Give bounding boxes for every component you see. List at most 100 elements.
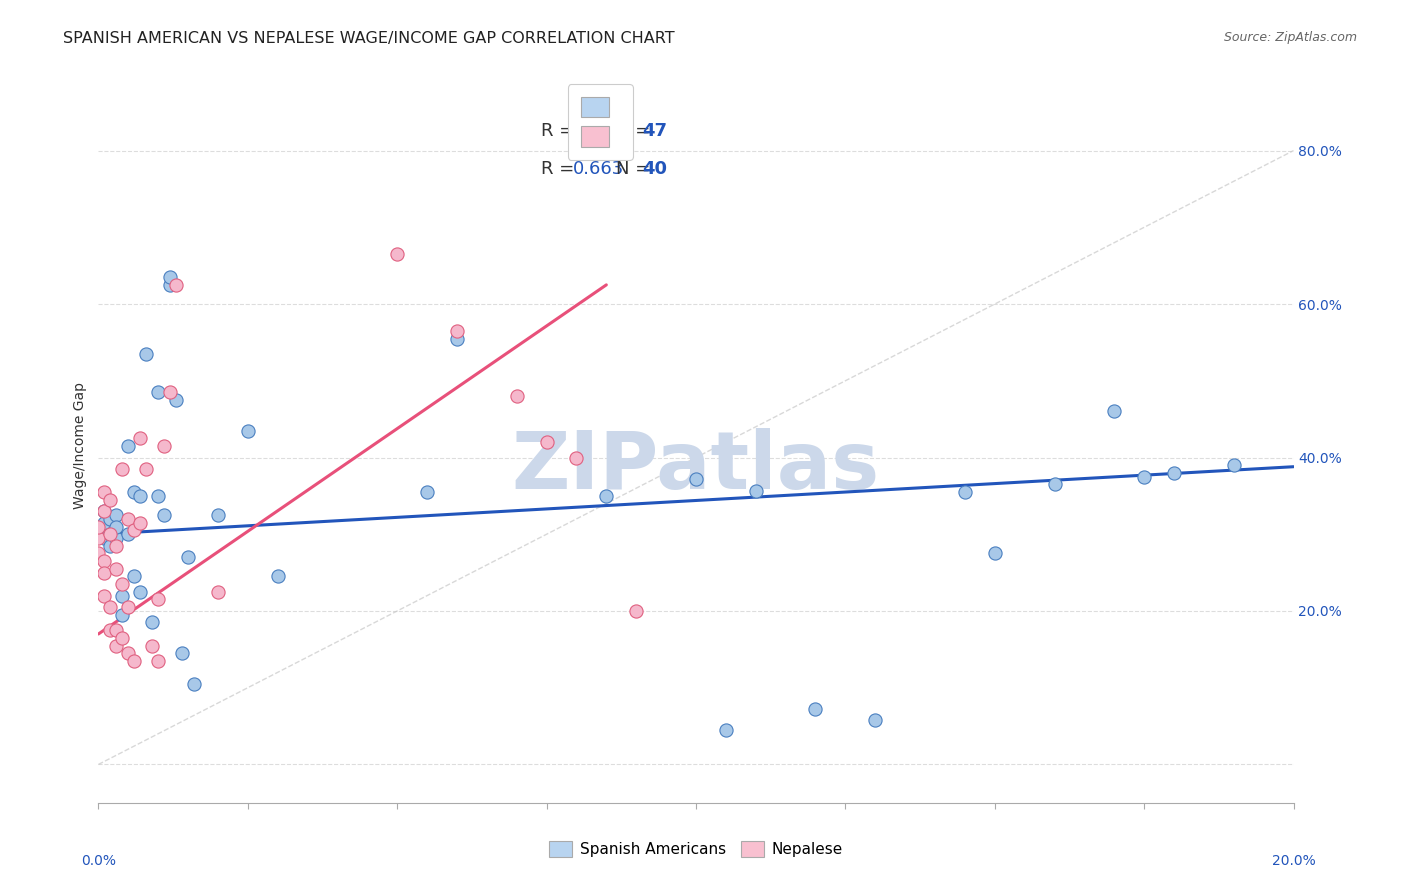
Point [93, 504, 115, 518]
Point [105, 508, 128, 522]
Point [153, 508, 176, 522]
Point [111, 577, 134, 591]
Point [98, 623, 122, 637]
Point [267, 569, 290, 583]
Point [135, 462, 157, 476]
Text: 0.131: 0.131 [572, 121, 624, 139]
Point [953, 485, 976, 500]
Text: Source: ZipAtlas.com: Source: ZipAtlas.com [1223, 31, 1357, 45]
Point [111, 462, 134, 476]
Point [93, 531, 115, 545]
Point [111, 607, 134, 622]
Point [446, 332, 468, 346]
Point [148, 654, 170, 668]
Point [111, 589, 134, 603]
Text: 47: 47 [643, 121, 668, 139]
Point [159, 270, 181, 285]
Point [105, 623, 128, 637]
Point [177, 550, 200, 565]
Point [536, 435, 558, 450]
Point [87, 524, 110, 538]
Point [1223, 458, 1246, 473]
Point [87, 531, 110, 545]
Text: R =: R = [541, 121, 579, 139]
Point [595, 489, 617, 503]
Point [105, 539, 128, 553]
Point [129, 431, 152, 445]
Point [207, 584, 229, 599]
Point [172, 646, 194, 660]
Point [141, 639, 163, 653]
Point [565, 450, 588, 465]
Point [165, 392, 187, 407]
Point [129, 516, 152, 530]
Point [865, 713, 887, 727]
Point [1104, 404, 1126, 418]
Point [159, 277, 181, 292]
Point [117, 439, 139, 453]
Point [148, 592, 170, 607]
Point [111, 631, 134, 645]
Point [98, 512, 122, 526]
Point [105, 519, 128, 533]
Point [626, 604, 648, 618]
Point [745, 484, 768, 499]
Point [207, 508, 229, 522]
Point [105, 562, 128, 576]
Point [148, 385, 170, 400]
Point [105, 639, 128, 653]
Point [984, 546, 1007, 560]
Text: N =: N = [616, 161, 655, 178]
Point [124, 654, 146, 668]
Point [1163, 466, 1185, 480]
Point [87, 546, 110, 560]
Point [124, 485, 146, 500]
Text: 0.663: 0.663 [572, 161, 624, 178]
Point [685, 472, 707, 486]
Point [183, 677, 205, 691]
Point [93, 504, 115, 518]
Point [129, 489, 152, 503]
Point [159, 385, 181, 400]
Y-axis label: Wage/Income Gap: Wage/Income Gap [73, 383, 87, 509]
Point [87, 519, 110, 533]
Point [135, 347, 157, 361]
Point [117, 646, 139, 660]
Point [93, 566, 115, 580]
Point [93, 589, 115, 603]
Point [416, 485, 439, 500]
Text: ZIPatlas: ZIPatlas [512, 428, 880, 507]
Legend: Spanish Americans, Nepalese: Spanish Americans, Nepalese [543, 835, 849, 863]
Point [93, 485, 115, 500]
Text: 40: 40 [643, 161, 668, 178]
Text: R =: R = [541, 161, 579, 178]
Point [124, 569, 146, 583]
Point [93, 554, 115, 568]
Point [117, 512, 139, 526]
Point [124, 524, 146, 538]
Point [117, 527, 139, 541]
Point [105, 531, 128, 545]
Point [446, 324, 468, 338]
Point [117, 600, 139, 615]
Point [98, 600, 122, 615]
Text: SPANISH AMERICAN VS NEPALESE WAGE/INCOME GAP CORRELATION CHART: SPANISH AMERICAN VS NEPALESE WAGE/INCOME… [63, 31, 675, 46]
Point [93, 516, 115, 530]
Point [385, 247, 409, 261]
Point [98, 539, 122, 553]
Point [506, 389, 529, 403]
Text: 20.0%: 20.0% [1271, 855, 1316, 868]
Point [714, 723, 737, 737]
Point [98, 527, 122, 541]
Text: 0.0%: 0.0% [82, 855, 115, 868]
Point [236, 424, 259, 438]
Point [148, 489, 170, 503]
Point [804, 702, 827, 716]
Point [153, 439, 176, 453]
Point [165, 277, 187, 292]
Point [98, 492, 122, 507]
Point [1043, 477, 1066, 491]
Point [1133, 469, 1156, 483]
Point [141, 615, 163, 630]
Point [98, 527, 122, 541]
